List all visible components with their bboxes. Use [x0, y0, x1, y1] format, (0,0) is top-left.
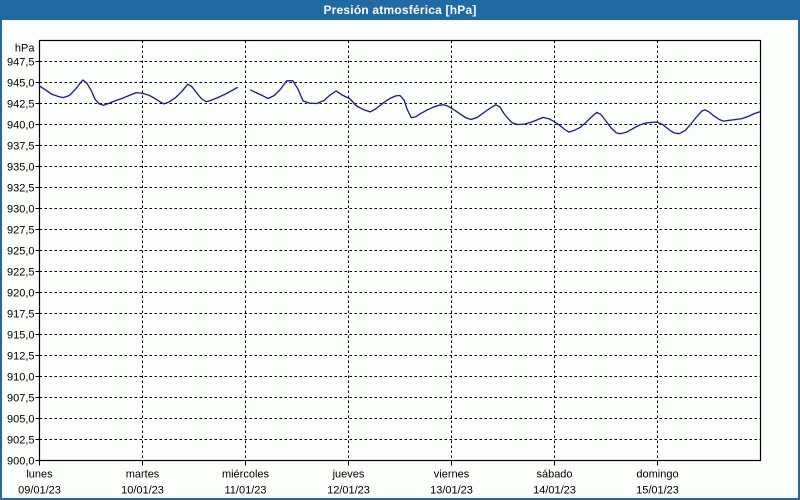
- y-tick-label: 945,0: [7, 78, 35, 90]
- y-tick-label: 915,0: [7, 330, 35, 342]
- day-name-label: lunes: [26, 469, 53, 481]
- day-date-label: 09/01/23: [18, 485, 61, 497]
- day-name-label: miércoles: [222, 469, 270, 481]
- day-name-label: viernes: [434, 469, 470, 481]
- y-tick-label: 907,5: [7, 393, 35, 405]
- y-tick-label: 922,5: [7, 267, 35, 279]
- day-date-label: 12/01/23: [327, 485, 370, 497]
- day-name-label: jueves: [332, 469, 365, 481]
- y-tick-label: 942,5: [7, 99, 35, 111]
- pressure-line-segment: [250, 80, 761, 135]
- day-date-label: 13/01/23: [430, 485, 473, 497]
- day-name-label: domingo: [636, 469, 678, 481]
- day-name-label: martes: [126, 469, 160, 481]
- day-name-label: sábado: [536, 469, 572, 481]
- y-tick-label: 925,0: [7, 246, 35, 258]
- pressure-line-segment: [38, 79, 238, 106]
- y-tick-label: 905,0: [7, 414, 35, 426]
- y-tick-label: 902,5: [7, 435, 35, 447]
- day-date-label: 11/01/23: [224, 485, 266, 497]
- y-tick-label: 900,0: [7, 456, 35, 468]
- day-date-label: 10/01/23: [121, 485, 164, 497]
- y-tick-label: 917,5: [7, 309, 35, 321]
- y-tick-label: 940,0: [7, 120, 35, 132]
- title-bar: Presión atmosférica [hPa]: [0, 0, 800, 20]
- y-tick-label: 920,0: [7, 288, 35, 300]
- chart-title: Presión atmosférica [hPa]: [323, 3, 477, 17]
- y-tick-label: 937,5: [7, 141, 35, 153]
- y-tick-label: 935,0: [7, 162, 35, 174]
- plot-frame: [38, 39, 762, 462]
- y-tick-label: 927,5: [7, 225, 35, 237]
- day-date-label: 14/01/23: [533, 485, 576, 497]
- y-tick-label: 932,5: [7, 183, 35, 195]
- y-tick-label: 912,5: [7, 351, 35, 363]
- y-axis-unit-label: hPa: [15, 43, 35, 55]
- y-tick-label: 947,5: [7, 57, 35, 69]
- y-tick-label: 910,0: [7, 372, 35, 384]
- y-tick-label: 930,0: [7, 204, 35, 216]
- day-date-label: 15/01/23: [636, 485, 679, 497]
